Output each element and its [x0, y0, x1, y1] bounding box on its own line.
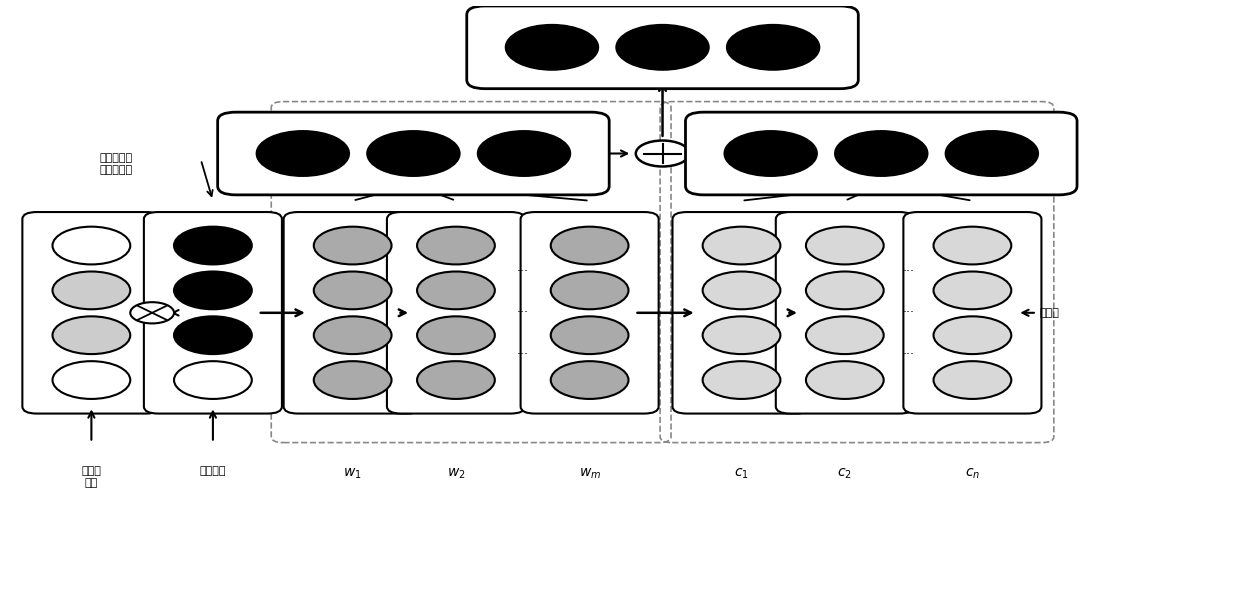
Text: $w_2$: $w_2$ — [446, 466, 465, 480]
Circle shape — [417, 272, 495, 309]
Text: 环境相关的
情感词向量: 环境相关的 情感词向量 — [99, 154, 133, 175]
Text: $w_m$: $w_m$ — [579, 466, 600, 480]
Circle shape — [551, 227, 629, 264]
Circle shape — [314, 361, 392, 399]
Text: 表情符
向量: 表情符 向量 — [82, 466, 102, 488]
Circle shape — [174, 272, 252, 309]
Circle shape — [636, 140, 689, 167]
Circle shape — [52, 227, 130, 264]
Circle shape — [703, 272, 780, 309]
FancyBboxPatch shape — [218, 112, 609, 195]
Circle shape — [806, 272, 884, 309]
FancyBboxPatch shape — [672, 212, 811, 414]
Circle shape — [724, 131, 817, 176]
Text: $S_i$: $S_i$ — [588, 31, 604, 51]
Text: $c_2$: $c_2$ — [837, 466, 852, 480]
Circle shape — [417, 227, 495, 264]
Circle shape — [806, 316, 884, 354]
Circle shape — [130, 302, 174, 323]
Text: 词性向量: 词性向量 — [200, 466, 226, 476]
FancyBboxPatch shape — [466, 6, 858, 88]
Circle shape — [946, 131, 1038, 176]
FancyBboxPatch shape — [686, 112, 1078, 195]
Circle shape — [314, 316, 392, 354]
FancyBboxPatch shape — [776, 212, 914, 414]
Circle shape — [367, 131, 460, 176]
Circle shape — [703, 361, 780, 399]
Circle shape — [417, 316, 495, 354]
Circle shape — [314, 227, 392, 264]
Circle shape — [806, 361, 884, 399]
Circle shape — [934, 227, 1012, 264]
Circle shape — [934, 316, 1012, 354]
Circle shape — [616, 25, 709, 70]
Text: $c_n$: $c_n$ — [965, 466, 980, 480]
Text: ···: ··· — [517, 265, 528, 278]
Text: ···: ··· — [903, 265, 915, 278]
Text: $w_1$: $w_1$ — [343, 466, 362, 480]
FancyBboxPatch shape — [521, 212, 658, 414]
Circle shape — [257, 131, 348, 176]
Text: 字向量: 字向量 — [1039, 308, 1059, 318]
Circle shape — [52, 361, 130, 399]
Text: ···: ··· — [903, 347, 915, 361]
Circle shape — [934, 361, 1012, 399]
Circle shape — [417, 361, 495, 399]
Circle shape — [506, 25, 598, 70]
Circle shape — [703, 316, 780, 354]
Circle shape — [52, 316, 130, 354]
Circle shape — [174, 316, 252, 354]
FancyBboxPatch shape — [144, 212, 281, 414]
Text: ···: ··· — [903, 306, 915, 319]
FancyBboxPatch shape — [284, 212, 422, 414]
Circle shape — [727, 25, 820, 70]
FancyBboxPatch shape — [22, 212, 160, 414]
Circle shape — [806, 227, 884, 264]
FancyBboxPatch shape — [387, 212, 525, 414]
Circle shape — [314, 272, 392, 309]
Text: ···: ··· — [517, 347, 528, 361]
Text: $c_1$: $c_1$ — [734, 466, 749, 480]
Circle shape — [52, 272, 130, 309]
Circle shape — [174, 361, 252, 399]
Circle shape — [835, 131, 928, 176]
FancyBboxPatch shape — [904, 212, 1042, 414]
Circle shape — [551, 272, 629, 309]
Circle shape — [551, 361, 629, 399]
Circle shape — [174, 227, 252, 264]
Circle shape — [477, 131, 570, 176]
Circle shape — [551, 316, 629, 354]
Text: ···: ··· — [517, 306, 528, 319]
Circle shape — [934, 272, 1012, 309]
Circle shape — [703, 227, 780, 264]
